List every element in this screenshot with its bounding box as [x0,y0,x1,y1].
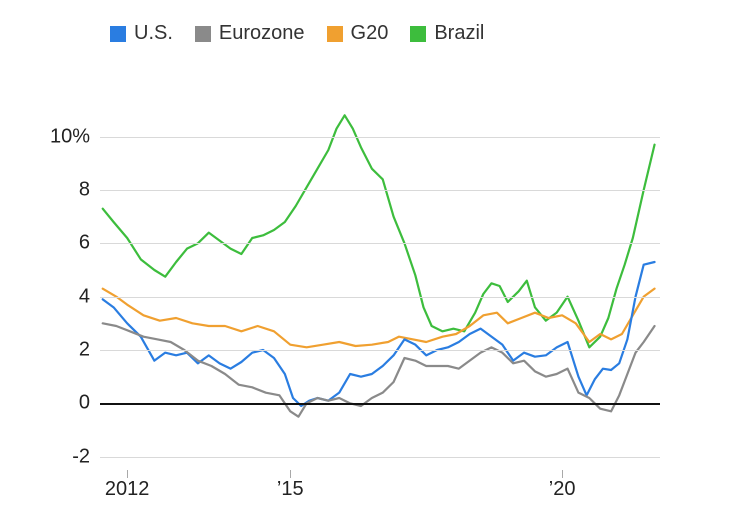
y-tick-label: 0 [79,392,100,415]
x-tick-label: ’20 [549,470,576,501]
gridline [100,457,660,458]
legend-swatch [195,26,211,42]
gridline [100,137,660,138]
inflation-line-chart: U.S.EurozoneG20Brazil -20246810%2012’15’… [0,0,730,515]
gridline [100,243,660,244]
series-svg [100,110,660,470]
zero-line [100,403,660,405]
legend-item-eurozone: Eurozone [195,22,305,45]
legend-label: Brazil [434,22,484,45]
y-tick-label: 6 [79,232,100,255]
gridline [100,297,660,298]
gridline [100,190,660,191]
y-tick-label: 4 [79,285,100,308]
legend-label: G20 [351,22,389,45]
y-tick-label: 2 [79,339,100,362]
x-tick-label: ’15 [277,470,304,501]
plot-area: -20246810%2012’15’20 [100,110,660,470]
y-tick-label: 8 [79,179,100,202]
legend-swatch [410,26,426,42]
gridline [100,350,660,351]
legend: U.S. Eurozone G20 Brazil [110,22,484,45]
series-line-u-s- [103,262,655,406]
y-tick-label: 10% [50,125,100,148]
x-tick-label: 2012 [105,470,150,501]
legend-swatch [327,26,343,42]
y-tick-label: -2 [72,445,100,468]
legend-item-brazil: Brazil [410,22,484,45]
legend-item-g20: G20 [327,22,389,45]
legend-item-u-s-: U.S. [110,22,173,45]
series-line-brazil [103,115,655,347]
legend-label: Eurozone [219,22,305,45]
legend-label: U.S. [134,22,173,45]
legend-swatch [110,26,126,42]
